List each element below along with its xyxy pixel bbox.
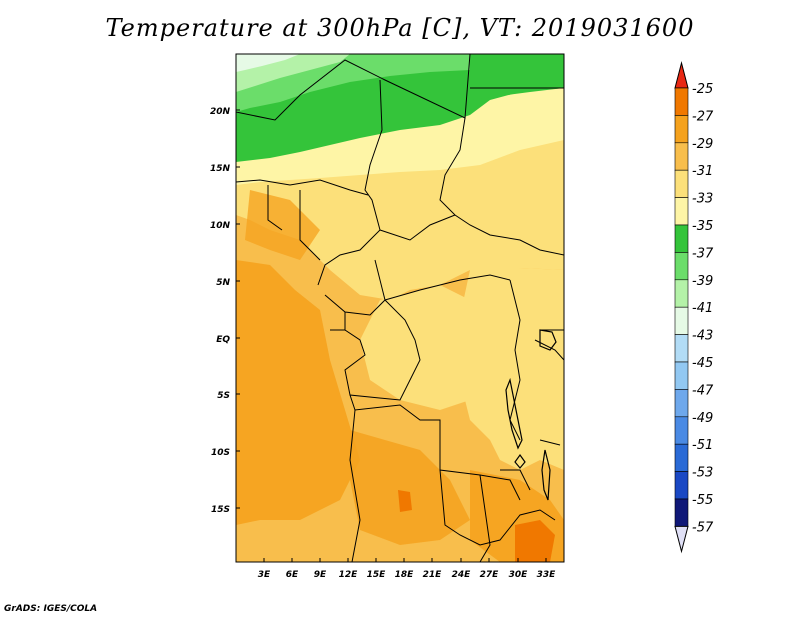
credit-label: GrADS: IGES/COLA <box>4 604 98 614</box>
lat-label: 5S <box>217 391 230 401</box>
lon-label: 18E <box>395 570 415 580</box>
colorbar-label: -41 <box>692 301 713 316</box>
map-title: Temperature at 300hPa [C], VT: 201903160… <box>105 14 695 42</box>
lat-label: 15N <box>210 164 231 174</box>
lat-label: 10N <box>210 221 231 231</box>
colorbar-label: -31 <box>692 164 713 179</box>
colorbar-label: -35 <box>692 219 713 234</box>
colorbar-label: -47 <box>692 383 714 398</box>
map-frame <box>235 53 565 563</box>
colorbar-swatch <box>674 498 689 527</box>
temperature-field <box>236 54 564 562</box>
colorbar-swatch <box>674 416 689 445</box>
colorbar-swatch <box>674 142 689 171</box>
lakes <box>505 329 557 501</box>
colorbar-swatch <box>674 334 689 363</box>
colorbar-label: -27 <box>692 109 714 124</box>
colorbar: -25 -27 -29 -31 -33 -35 -37 -39 -41 -43 -45 -47 -49 -… <box>674 61 714 554</box>
colorbar-swatch <box>674 87 689 116</box>
colorbar-swatch <box>674 115 689 144</box>
colorbar-label: -57 <box>692 520 714 535</box>
lat-label: 15S <box>211 505 230 515</box>
lat-label: 20N <box>210 107 231 117</box>
colorbar-swatch <box>674 389 689 418</box>
colorbar-top-arrow <box>674 61 689 89</box>
lat-label: 5N <box>216 278 230 288</box>
lon-label: 3E <box>258 570 271 580</box>
lon-label: 21E <box>423 570 443 580</box>
colorbar-swatch <box>674 224 689 253</box>
country-borders <box>236 54 564 562</box>
colorbar-label: -43 <box>692 329 713 344</box>
lon-label: 27E <box>480 570 500 580</box>
colorbar-bottom-arrow <box>674 525 689 554</box>
lon-label: 12E <box>339 570 359 580</box>
latitude-axis: 20N 15N 10N 5N EQ 5S 10S 15S <box>210 107 231 515</box>
colorbar-label: -53 <box>692 466 713 481</box>
lon-label: 33E <box>537 570 557 580</box>
lon-label: 30E <box>509 570 529 580</box>
longitude-axis: 3E 6E 9E 12E 15E 18E 21E 24E 27E 30E 33E <box>258 570 556 580</box>
colorbar-swatch <box>674 169 689 198</box>
colorbar-label: -45 <box>692 356 713 371</box>
colorbar-label: -51 <box>692 438 713 453</box>
colorbar-swatch <box>674 197 689 226</box>
colorbar-label: -37 <box>692 246 714 261</box>
colorbar-label: -33 <box>692 192 713 207</box>
colorbar-label: -25 <box>692 82 713 97</box>
lon-label: 15E <box>367 570 387 580</box>
colorbar-label: -55 <box>692 493 713 508</box>
lon-label: 6E <box>286 570 299 580</box>
colorbar-swatch <box>674 279 689 308</box>
colorbar-swatch <box>674 471 689 500</box>
lon-label: 24E <box>452 570 472 580</box>
colorbar-swatch <box>674 252 689 281</box>
axis-ticks <box>236 109 547 562</box>
colorbar-swatch <box>674 443 689 472</box>
lat-label: 10S <box>211 448 230 458</box>
colorbar-swatch <box>674 306 689 335</box>
colorbar-label: -39 <box>692 274 713 289</box>
colorbar-label: -49 <box>692 411 713 426</box>
lat-label: EQ <box>216 335 230 345</box>
colorbar-label: -29 <box>692 137 713 152</box>
colorbar-swatch <box>674 361 689 390</box>
lon-label: 9E <box>314 570 327 580</box>
